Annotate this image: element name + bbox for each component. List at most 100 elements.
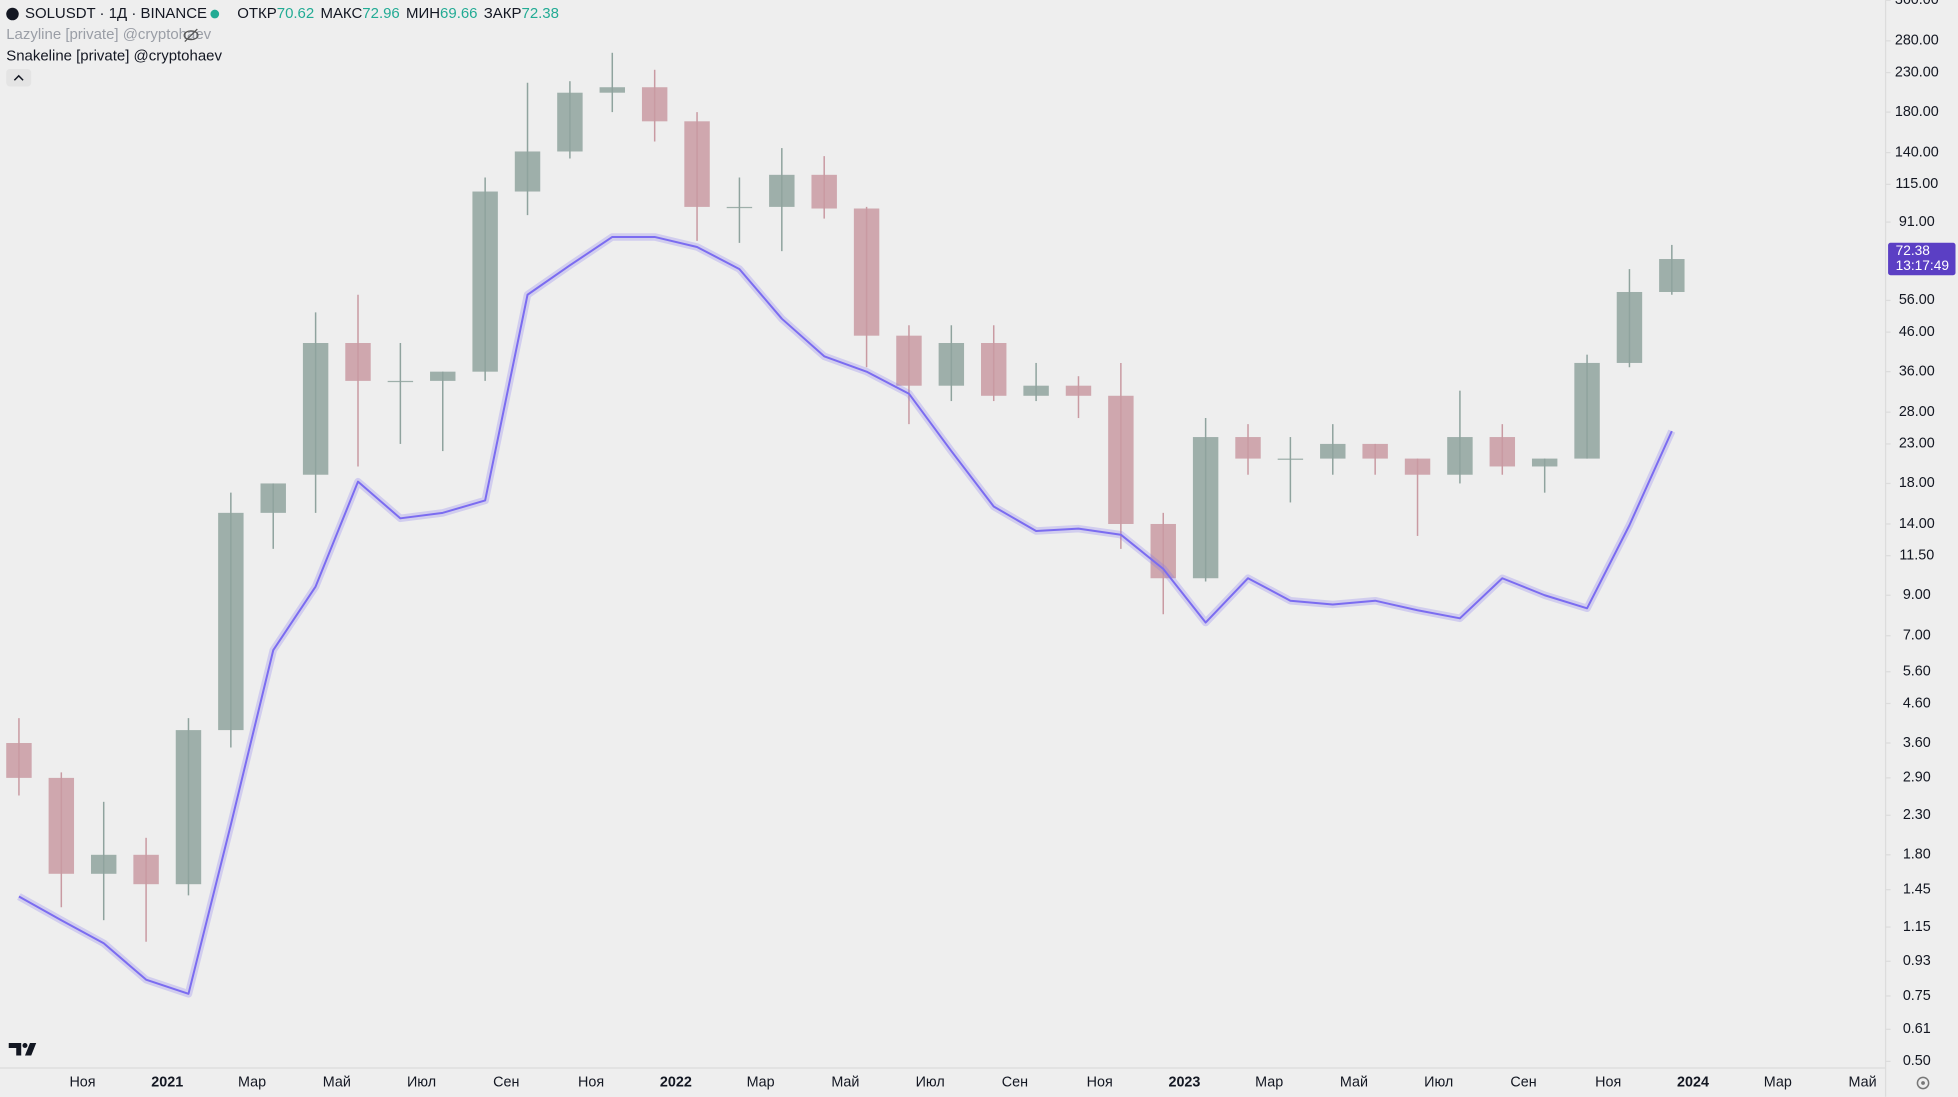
candle-body [1531, 458, 1558, 467]
candle-body [260, 483, 286, 513]
high-value: 72.96 [362, 5, 399, 22]
candle-body [1320, 443, 1346, 459]
y-tick-label: 0.75 [1903, 988, 1931, 1004]
candle-body [726, 206, 753, 209]
y-tick-label: 5.60 [1903, 664, 1931, 680]
y-tick-label: 1.15 [1903, 919, 1931, 935]
candle-body [981, 343, 1007, 396]
candle-body [811, 174, 837, 209]
candle-body [133, 854, 159, 885]
y-tick-label: 0.93 [1903, 953, 1931, 969]
candle-body [557, 92, 583, 152]
candle-body [6, 743, 32, 778]
candle-body [90, 854, 117, 874]
x-tick-label: Сен [1510, 1075, 1536, 1091]
collapse-icon [13, 74, 24, 81]
x-tick-label: 2023 [1168, 1075, 1200, 1091]
candle-body [1447, 437, 1473, 475]
candle-body [387, 380, 414, 383]
price-badge-countdown: 13:17:49 [1896, 258, 1949, 273]
x-tick-label: Ноя [69, 1075, 95, 1091]
tradingview-logo [8, 1042, 37, 1056]
eye-off-icon[interactable] [183, 28, 199, 42]
indicator-name[interactable]: Snakeline [private] @cryptohaev [6, 47, 222, 64]
y-tick-label: 1.80 [1903, 847, 1931, 863]
candle-body [175, 730, 202, 885]
candle-body [853, 208, 880, 336]
x-tick-label: Май [1340, 1075, 1368, 1091]
candle-body [769, 174, 795, 207]
candle-body [1404, 458, 1431, 475]
x-tick-label: Июл [407, 1075, 436, 1091]
x-tick-label: Июл [1424, 1075, 1453, 1091]
open-label: ОТКР [237, 5, 277, 22]
x-tick-label: 2024 [1677, 1075, 1709, 1091]
hidden-indicator[interactable]: Lazyline [private] @cryptohaev [6, 26, 211, 43]
indicator-line [18, 235, 1673, 995]
y-tick-label: 360.00 [1895, 0, 1939, 8]
x-tick-label: 2021 [151, 1075, 183, 1091]
y-tick-label: 14.00 [1899, 516, 1935, 532]
x-tick-label: Ноя [578, 1075, 604, 1091]
legend-header: SOLUSDT · 1Д · BINANCE ОТКР70.62 МАКС72.9… [6, 5, 559, 87]
y-tick-label: 23.00 [1899, 436, 1935, 452]
candle-body [1362, 443, 1388, 459]
y-tick-label: 91.00 [1899, 214, 1935, 230]
x-tick-label: Май [1848, 1075, 1876, 1091]
x-tick-label: Ноя [1595, 1075, 1621, 1091]
y-tick-label: 180.00 [1895, 104, 1939, 120]
candle-body [641, 87, 668, 122]
y-tick-label: 3.60 [1903, 735, 1931, 751]
x-tick-label: Июл [916, 1075, 945, 1091]
candle-body [1616, 291, 1643, 363]
price-badge-value: 72.38 [1896, 243, 1931, 258]
y-tick-label: 28.00 [1899, 404, 1935, 420]
x-tick-label: Сен [1002, 1075, 1028, 1091]
y-tick-label: 36.00 [1899, 363, 1935, 379]
x-tick-label: Мар [1764, 1075, 1792, 1091]
symbol[interactable]: SOLUSDT · 1Д · BINANCE [25, 5, 207, 22]
price-badge [1888, 242, 1956, 276]
candle-body [48, 777, 75, 874]
candle-body [514, 151, 541, 192]
y-tick-label: 1.45 [1903, 881, 1931, 897]
x-tick-label: Сен [493, 1075, 519, 1091]
low-label: МИН [406, 5, 440, 22]
y-tick-label: 230.00 [1895, 64, 1939, 80]
candle-body [1192, 437, 1219, 579]
candle-body [430, 371, 456, 381]
y-tick-label: 4.60 [1903, 695, 1931, 711]
candle-body [1023, 385, 1049, 396]
candle-body [1489, 437, 1516, 467]
open-value: 70.62 [277, 5, 314, 22]
candle-body [1574, 362, 1600, 459]
y-tick-label: 18.00 [1899, 475, 1935, 491]
candle-body [1277, 458, 1304, 460]
settings-icon[interactable] [1916, 1076, 1930, 1090]
candle-body [302, 343, 329, 475]
low-value: 69.66 [440, 5, 477, 22]
y-tick-label: 140.00 [1895, 144, 1939, 160]
symbol-icon [6, 7, 19, 21]
ohlc: ОТКР70.62 МАКС72.96 МИН69.66 ЗАКР72.38 [237, 5, 559, 22]
y-tick-label: 56.00 [1899, 292, 1935, 308]
y-tick-label: 115.00 [1895, 176, 1938, 192]
high-label: МАКС [320, 5, 362, 22]
y-tick-label: 9.00 [1903, 587, 1931, 603]
collapse-button[interactable] [6, 68, 32, 87]
candle-body [345, 343, 371, 381]
candle-body [684, 121, 710, 207]
x-tick-label: 2022 [660, 1075, 692, 1091]
y-tick-label: 280.00 [1895, 33, 1939, 49]
x-tick-label: Май [323, 1075, 351, 1091]
candle-body [599, 87, 626, 93]
x-tick-label: Май [831, 1075, 859, 1091]
y-tick-label: 46.00 [1899, 324, 1935, 340]
candle-body [938, 343, 965, 386]
candle-body [896, 335, 922, 386]
candle-body [1065, 385, 1092, 396]
x-tick-label: Мар [1255, 1075, 1283, 1091]
x-tick-label: Мар [238, 1075, 266, 1091]
